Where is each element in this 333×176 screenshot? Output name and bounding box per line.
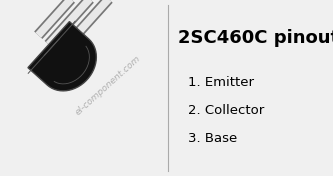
Polygon shape (28, 22, 96, 91)
Text: 2. Collector: 2. Collector (188, 103, 264, 117)
Text: 2SC460C pinout: 2SC460C pinout (178, 29, 333, 47)
Text: 3. Base: 3. Base (188, 131, 237, 144)
Text: 1. Emitter: 1. Emitter (188, 76, 254, 89)
Text: el-component.com: el-component.com (74, 54, 143, 117)
Text: 3: 3 (116, 0, 122, 1)
